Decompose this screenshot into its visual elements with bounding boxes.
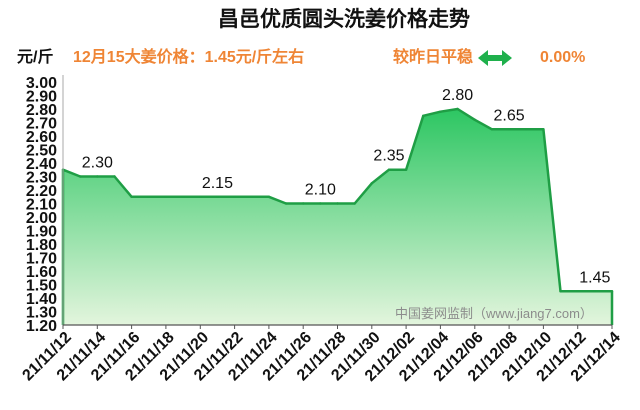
data-label: 2.15 xyxy=(202,175,233,192)
double-arrow-shape xyxy=(478,50,512,66)
data-point xyxy=(404,168,408,171)
data-point xyxy=(233,195,236,198)
data-point xyxy=(473,118,476,122)
data-point xyxy=(525,128,528,131)
data-point xyxy=(130,195,133,198)
y-tick-label: 2.20 xyxy=(26,183,57,200)
data-point xyxy=(113,175,116,178)
y-tick-label: 2.60 xyxy=(26,129,57,146)
data-label: 2.80 xyxy=(442,87,473,104)
y-tick-label: 1.60 xyxy=(26,264,57,281)
data-point xyxy=(593,290,596,293)
y-tick-label: 2.80 xyxy=(26,102,57,119)
data-point xyxy=(250,195,253,198)
y-tick-label: 2.90 xyxy=(26,88,57,105)
data-point xyxy=(542,128,545,131)
data-point xyxy=(216,195,219,198)
data-point xyxy=(79,175,82,178)
data-point xyxy=(147,195,150,198)
y-tick-label: 2.10 xyxy=(26,196,57,213)
y-tick-label: 2.50 xyxy=(26,142,57,159)
y-tick-label: 1.80 xyxy=(26,237,57,254)
change-percent: 0.00% xyxy=(540,49,586,66)
price-area xyxy=(63,109,612,325)
y-tick-label: 1.90 xyxy=(26,223,57,240)
data-point xyxy=(576,290,579,293)
data-point xyxy=(164,195,168,198)
data-point xyxy=(319,202,322,205)
data-point xyxy=(559,290,562,293)
chart-title: 昌邑优质圆头洗姜价格走势 xyxy=(218,8,470,31)
y-tick-label: 1.30 xyxy=(26,304,57,321)
data-label: 2.35 xyxy=(373,148,404,165)
data-point xyxy=(456,107,459,111)
watermark-text: 中国姜网监制（www.jiang7.com） xyxy=(395,306,593,321)
data-point xyxy=(422,114,425,118)
y-tick-label: 2.40 xyxy=(26,156,57,173)
data-point xyxy=(199,195,202,198)
data-point xyxy=(610,290,614,293)
data-point xyxy=(267,195,271,198)
compare-text: 较昨日平稳 xyxy=(393,49,474,66)
y-tick-label: 2.00 xyxy=(26,210,57,227)
y-tick-label: 2.70 xyxy=(26,115,57,132)
y-tick-label: 1.40 xyxy=(26,291,57,308)
data-point xyxy=(353,202,356,205)
data-point xyxy=(490,128,494,131)
data-point xyxy=(96,175,99,178)
data-point xyxy=(439,110,442,113)
data-point xyxy=(181,195,185,198)
data-point xyxy=(370,182,373,185)
data-label: 2.30 xyxy=(82,155,113,172)
data-point xyxy=(284,202,288,205)
y-tick-label: 1.50 xyxy=(26,277,57,294)
data-point xyxy=(507,128,511,131)
double-arrow-icon xyxy=(478,50,512,66)
data-labels: 2.30 2.15 2.10 2.35 2.80 2.65 1.45 xyxy=(82,87,611,286)
data-point xyxy=(336,202,339,205)
price-summary: 12月15大姜价格：1.45元/斤左右 xyxy=(73,49,305,66)
y-tick-label: 1.20 xyxy=(26,318,57,335)
data-label: 2.65 xyxy=(494,107,525,124)
data-label: 2.10 xyxy=(305,182,336,199)
data-point xyxy=(302,202,305,205)
data-point xyxy=(387,168,391,171)
y-tick-label: 1.70 xyxy=(26,250,57,267)
unit-label: 元/斤 xyxy=(17,49,54,66)
y-tick-label: 2.30 xyxy=(26,169,57,186)
data-label: 1.45 xyxy=(579,269,610,286)
plot-area xyxy=(61,107,614,325)
y-tick-label: 3.00 xyxy=(26,75,57,92)
